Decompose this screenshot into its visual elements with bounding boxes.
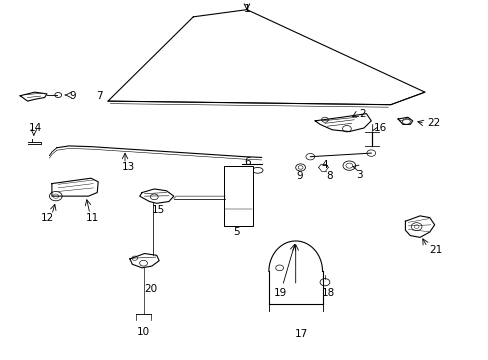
Text: 4: 4 (321, 160, 327, 170)
Text: 2: 2 (358, 109, 365, 119)
Text: 13: 13 (122, 162, 135, 172)
Ellipse shape (241, 167, 252, 173)
Text: 20: 20 (144, 284, 157, 294)
Text: 12: 12 (41, 213, 54, 223)
Text: 19: 19 (273, 288, 286, 298)
Text: 9: 9 (296, 171, 303, 181)
Text: 11: 11 (86, 213, 99, 223)
Ellipse shape (252, 167, 263, 173)
Text: 15: 15 (152, 206, 165, 216)
Text: 18: 18 (321, 288, 334, 298)
Text: 8: 8 (326, 171, 332, 181)
Text: 10: 10 (137, 327, 150, 337)
Text: 7: 7 (96, 91, 102, 102)
FancyBboxPatch shape (223, 166, 253, 226)
Text: 6: 6 (244, 157, 251, 167)
Text: 17: 17 (294, 329, 307, 339)
Text: 16: 16 (373, 123, 386, 133)
Text: 14: 14 (28, 123, 41, 133)
Text: 5: 5 (232, 227, 239, 237)
Text: 1: 1 (243, 4, 250, 14)
Text: 9: 9 (69, 91, 76, 102)
Text: 3: 3 (355, 170, 362, 180)
Text: 21: 21 (428, 245, 441, 255)
Text: 22: 22 (427, 118, 440, 128)
